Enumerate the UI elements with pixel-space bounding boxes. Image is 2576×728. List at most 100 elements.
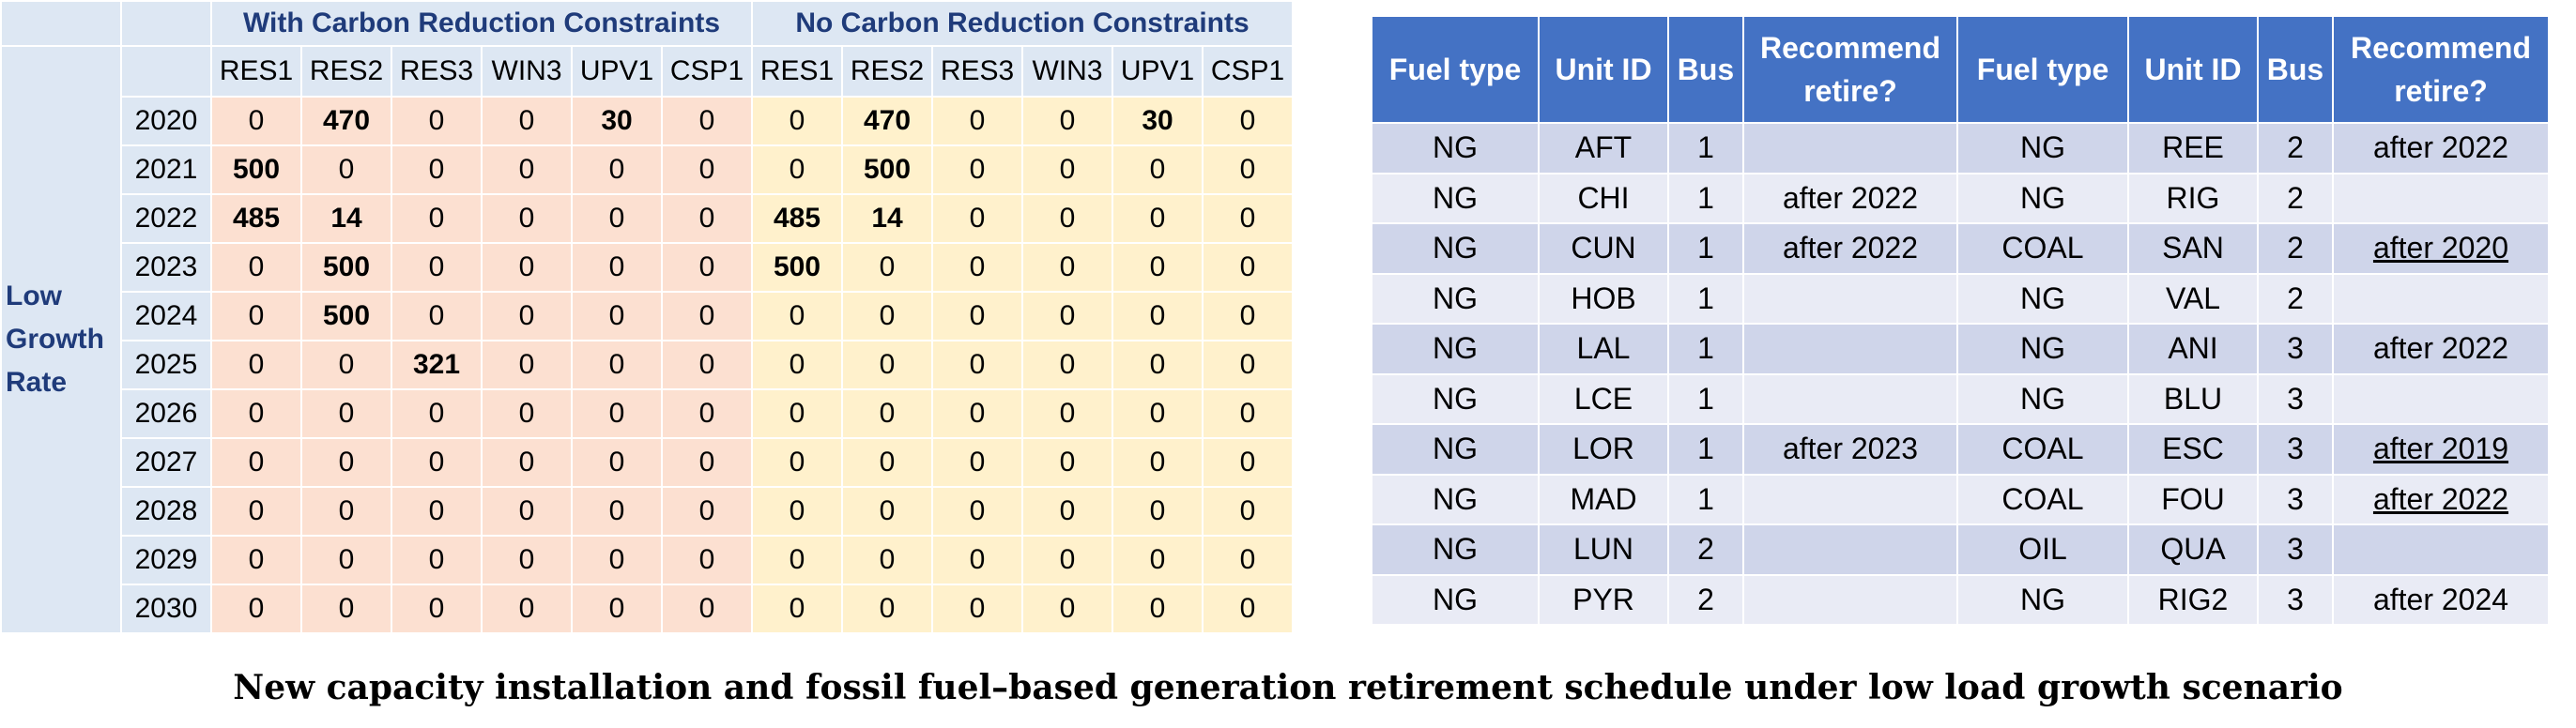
column-header-unit-id: Unit ID <box>2127 15 2259 124</box>
column-header-bus: Bus <box>1667 15 1744 124</box>
year-label: 2021 <box>120 144 212 195</box>
year-row: 2021 500 0 0 0 0 0 0 500 0 0 0 0 <box>1 144 1294 195</box>
fuel-type-cell: NG <box>1956 372 2129 425</box>
capacity-cell-no: 0 <box>841 535 933 585</box>
capacity-cell-no: 0 <box>1202 486 1294 537</box>
capacity-cell-with: 0 <box>391 193 483 244</box>
capacity-cell-with: 0 <box>571 291 663 341</box>
capacity-cell-with: 0 <box>391 388 483 439</box>
recommend-retire-cell <box>2332 272 2550 325</box>
fuel-type-cell: NG <box>1371 323 1540 375</box>
capacity-cell-no: 0 <box>1021 535 1113 585</box>
capacity-cell-with: 0 <box>571 388 663 439</box>
capacity-cell-no: 0 <box>751 144 843 195</box>
capacity-installation-table: With Carbon Reduction Constraints No Car… <box>0 0 1294 634</box>
capacity-cell-with: 0 <box>300 437 392 488</box>
capacity-cell-with: 0 <box>481 340 573 390</box>
bus-cell: 3 <box>2257 473 2334 525</box>
retirement-row: NG CHI 1 after 2022 NG RIG 2 <box>1371 172 2550 224</box>
capacity-cell-with: 0 <box>210 437 302 488</box>
year-row: 2030 0 0 0 0 0 0 0 0 0 0 0 0 <box>1 584 1294 634</box>
column-header-bus: Bus <box>2257 15 2334 124</box>
capacity-cell-no: 0 <box>1021 388 1113 439</box>
capacity-cell-no: 0 <box>931 96 1023 146</box>
column-header-csp1-with: CSP1 <box>661 45 753 98</box>
capacity-cell-with: 0 <box>571 437 663 488</box>
capacity-cell-with: 0 <box>391 144 483 195</box>
unit-id-cell: AFT <box>1538 122 1669 174</box>
column-header-res3-with: RES3 <box>391 45 483 98</box>
recommend-retire-cell <box>2332 372 2550 425</box>
fuel-type-cell: COAL <box>1956 423 2129 476</box>
capacity-cell-with: 500 <box>300 291 392 341</box>
column-header-csp1-no: CSP1 <box>1202 45 1294 98</box>
column-header-fuel-type: Fuel type <box>1371 15 1540 124</box>
capacity-cell-with: 0 <box>481 242 573 293</box>
column-header-recommend-retire: Recommend retire? <box>1742 15 1958 124</box>
fuel-type-cell: NG <box>1371 222 1540 275</box>
capacity-cell-no: 0 <box>1202 340 1294 390</box>
unit-id-cell: BLU <box>2127 372 2259 425</box>
fuel-type-cell: NG <box>1371 272 1540 325</box>
capacity-cell-no: 0 <box>1021 584 1113 634</box>
fuel-type-cell: NG <box>1371 473 1540 525</box>
capacity-cell-no: 485 <box>751 193 843 244</box>
recommend-retire-cell <box>1742 272 1958 325</box>
capacity-cell-with: 0 <box>481 486 573 537</box>
unit-id-cell: LCE <box>1538 372 1669 425</box>
retirement-header-row: Fuel type Unit ID Bus Recommend retire? Fuel… <box>1371 15 2550 124</box>
unit-id-cell: MAD <box>1538 473 1669 525</box>
unit-id-cell: LOR <box>1538 423 1669 476</box>
capacity-cell-with: 0 <box>210 291 302 341</box>
retirement-row: NG LCE 1 NG BLU 3 <box>1371 372 2550 425</box>
capacity-cell-no: 0 <box>931 242 1023 293</box>
fuel-type-cell: NG <box>1371 523 1540 576</box>
figure-caption: New capacity installation and fossil fue… <box>233 668 2343 707</box>
capacity-cell-with: 0 <box>481 144 573 195</box>
capacity-cell-with: 0 <box>661 96 753 146</box>
capacity-cell-no: 0 <box>1021 486 1113 537</box>
recommend-retire-cell: after 2023 <box>1742 423 1958 476</box>
recommend-retire-cell <box>1742 323 1958 375</box>
recommend-retire-cell: after 2024 <box>2332 573 2550 626</box>
capacity-cell-with: 0 <box>300 486 392 537</box>
column-header-fuel-type: Fuel type <box>1956 15 2129 124</box>
retirement-row: NG PYR 2 NG RIG2 3 after 2024 <box>1371 573 2550 626</box>
capacity-cell-with: 0 <box>571 486 663 537</box>
column-header-row: Low Growth Rate RES1 RES2 RES3 WIN3 UPV1 CSP1… <box>0 45 1294 634</box>
corner-cell <box>120 45 212 98</box>
year-row: 2029 0 0 0 0 0 0 0 0 0 0 0 0 <box>1 535 1294 585</box>
column-header-res2-no: RES2 <box>841 45 933 98</box>
capacity-cell-no: 0 <box>1021 340 1113 390</box>
recommend-retire-cell <box>1742 473 1958 525</box>
column-header-unit-id: Unit ID <box>1538 15 1669 124</box>
capacity-cell-no: 0 <box>1112 486 1204 537</box>
fuel-type-cell: NG <box>1371 372 1540 425</box>
capacity-cell-with: 0 <box>661 242 753 293</box>
year-label: 2022 <box>120 193 212 244</box>
fuel-type-cell: NG <box>1371 172 1540 224</box>
year-row: 2024 0 500 0 0 0 0 0 0 0 0 0 0 <box>1 291 1294 341</box>
capacity-cell-no: 0 <box>1112 193 1204 244</box>
year-label: 2030 <box>120 584 212 634</box>
capacity-cell-with: 0 <box>571 535 663 585</box>
fuel-type-cell: NG <box>1371 423 1540 476</box>
capacity-cell-no: 0 <box>931 535 1023 585</box>
capacity-cell-no: 500 <box>841 144 933 195</box>
capacity-cell-with: 0 <box>391 96 483 146</box>
recommend-retire-cell <box>2332 172 2550 224</box>
capacity-cell-with: 0 <box>391 291 483 341</box>
capacity-cell-no: 470 <box>841 96 933 146</box>
year-row: 2023 0 500 0 0 0 0 500 0 0 0 0 0 <box>1 242 1294 293</box>
bus-cell: 2 <box>2257 172 2334 224</box>
recommend-retire-cell: after 2020 <box>2332 222 2550 275</box>
capacity-cell-no: 14 <box>841 193 933 244</box>
capacity-cell-no: 0 <box>1202 437 1294 488</box>
recommend-retire-cell: after 2022 <box>2332 122 2550 174</box>
capacity-cell-no: 0 <box>1112 584 1204 634</box>
unit-id-cell: RIG <box>2127 172 2259 224</box>
capacity-cell-no: 500 <box>751 242 843 293</box>
unit-id-cell: PYR <box>1538 573 1669 626</box>
bus-cell: 3 <box>2257 523 2334 576</box>
capacity-cell-no: 0 <box>841 242 933 293</box>
